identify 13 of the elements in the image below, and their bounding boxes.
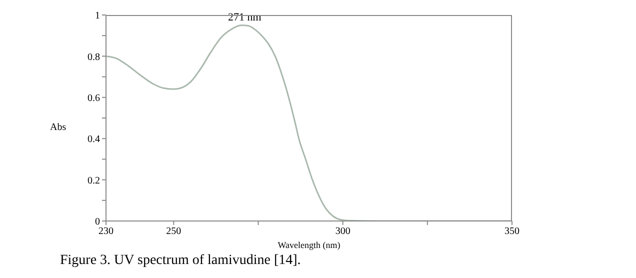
y-tick-label: 0.8: [88, 52, 100, 63]
x-tick-label: 250: [166, 226, 182, 238]
x-tick-label: 350: [504, 226, 520, 238]
x-tick-label: 230: [98, 226, 114, 238]
y-tick-label: 0: [95, 216, 100, 228]
y-axis-title: Abs: [50, 122, 66, 133]
y-tick-label: 0.4: [88, 134, 100, 146]
x-tick-label: 300: [335, 226, 350, 238]
y-tick-label: 0.2: [88, 175, 100, 186]
y-tick-label: 0.6: [88, 92, 100, 104]
y-tick-label: 1: [95, 10, 100, 22]
x-axis-title: Wavelength (nm): [276, 240, 342, 250]
caption: Figure 3. UV spectrum of lamivudine [14].: [60, 253, 301, 269]
